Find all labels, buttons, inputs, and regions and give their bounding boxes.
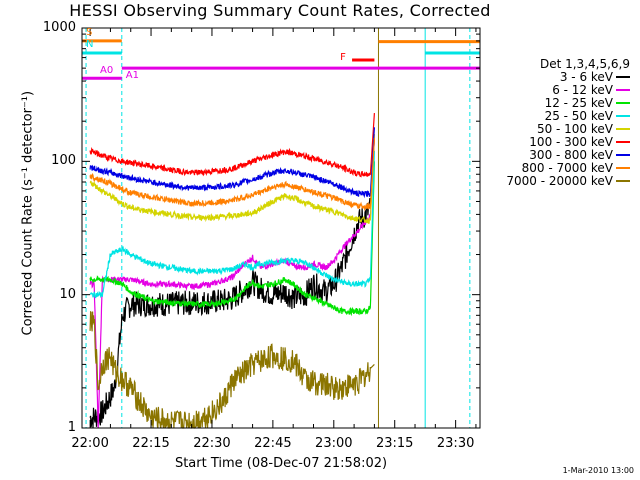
- series-line-2: [89, 161, 375, 317]
- axis-ticks: [82, 28, 480, 429]
- x-tick-label: 23:00: [315, 436, 353, 451]
- timestamp: 1-Mar-2010 13:00: [562, 466, 634, 475]
- series-line-1: [89, 137, 375, 429]
- x-tick-label: 22:30: [193, 436, 231, 451]
- legend-entry: 12 - 25 keV: [498, 97, 630, 109]
- series-line-6: [89, 127, 375, 199]
- series-lines: [89, 113, 375, 429]
- legend-label: 100 - 300 keV: [529, 135, 613, 149]
- series-line-8: [89, 310, 375, 429]
- y-tick-label: 1: [67, 420, 76, 435]
- legend-entry: 100 - 300 keV: [498, 136, 630, 148]
- flag-label-s: S: [86, 26, 93, 38]
- legend-swatch: [616, 180, 630, 182]
- legend-swatch: [616, 141, 630, 143]
- series-line-3: [89, 150, 375, 299]
- chart-title: HESSI Observing Summary Count Rates, Cor…: [69, 1, 491, 20]
- legend-label: 12 - 25 keV: [544, 96, 613, 110]
- flag-label-a1: A1: [125, 70, 139, 82]
- series-line-7: [89, 137, 375, 212]
- legend-label: 7000 - 20000 keV: [506, 174, 613, 188]
- legend-entry: 300 - 800 keV: [498, 149, 630, 161]
- x-axis-label: Start Time (08-Dec-07 21:58:02): [174, 456, 388, 471]
- x-tick-label: 22:00: [71, 436, 109, 451]
- x-tick-label: 22:15: [132, 436, 170, 451]
- flag-label-a0: A0: [100, 65, 114, 77]
- legend-entry: 800 - 7000 keV: [498, 162, 630, 174]
- y-tick-label: 100: [51, 153, 76, 169]
- x-tick-label: 23:15: [375, 436, 414, 451]
- legend-swatch: [616, 128, 630, 130]
- legend-label: 800 - 7000 keV: [521, 161, 613, 175]
- legend-entry: 25 - 50 keV: [498, 110, 630, 122]
- legend-label: 6 - 12 keV: [552, 83, 613, 97]
- legend-swatch: [616, 115, 630, 117]
- legend-label: 25 - 50 keV: [544, 109, 613, 123]
- x-tick-label: 22:45: [254, 436, 292, 451]
- y-tick-label: 1000: [42, 20, 76, 35]
- legend-swatch: [616, 102, 630, 104]
- flag-lines: [82, 39, 480, 80]
- y-axis-label: Corrected Count Rate (s⁻¹ detector⁻¹): [20, 90, 36, 336]
- legend-swatch: [616, 154, 630, 156]
- flag-label-n: N: [86, 38, 94, 50]
- legend-title: Det 1,3,4,5,6,9: [539, 57, 630, 71]
- legend-swatch: [616, 76, 630, 78]
- vertical-markers: [85, 28, 471, 428]
- legend: Det 1,3,4,5,6,9 3 - 6 keV 6 - 12 keV 12 - …: [498, 58, 630, 188]
- y-tick-label: 10: [59, 286, 76, 302]
- legend-entries: 3 - 6 keV 6 - 12 keV 12 - 25 keV 25 - 50 ke…: [498, 71, 630, 187]
- legend-label: 300 - 800 keV: [529, 148, 613, 162]
- legend-label: 3 - 6 keV: [559, 70, 613, 84]
- legend-entry: 50 - 100 keV: [498, 123, 630, 135]
- legend-entry: 3 - 6 keV: [498, 71, 630, 83]
- legend-swatch: [616, 89, 630, 91]
- series-line-5: [89, 113, 375, 178]
- legend-label: 50 - 100 keV: [536, 122, 613, 136]
- plot-frame: [81, 27, 481, 429]
- flag-label-f: F: [340, 52, 346, 64]
- legend-entry: 6 - 12 keV: [498, 84, 630, 96]
- legend-swatch: [616, 167, 630, 169]
- x-tick-label: 23:30: [436, 436, 475, 451]
- series-line-4: [89, 134, 375, 225]
- legend-entry: 7000 - 20000 keV: [498, 175, 630, 187]
